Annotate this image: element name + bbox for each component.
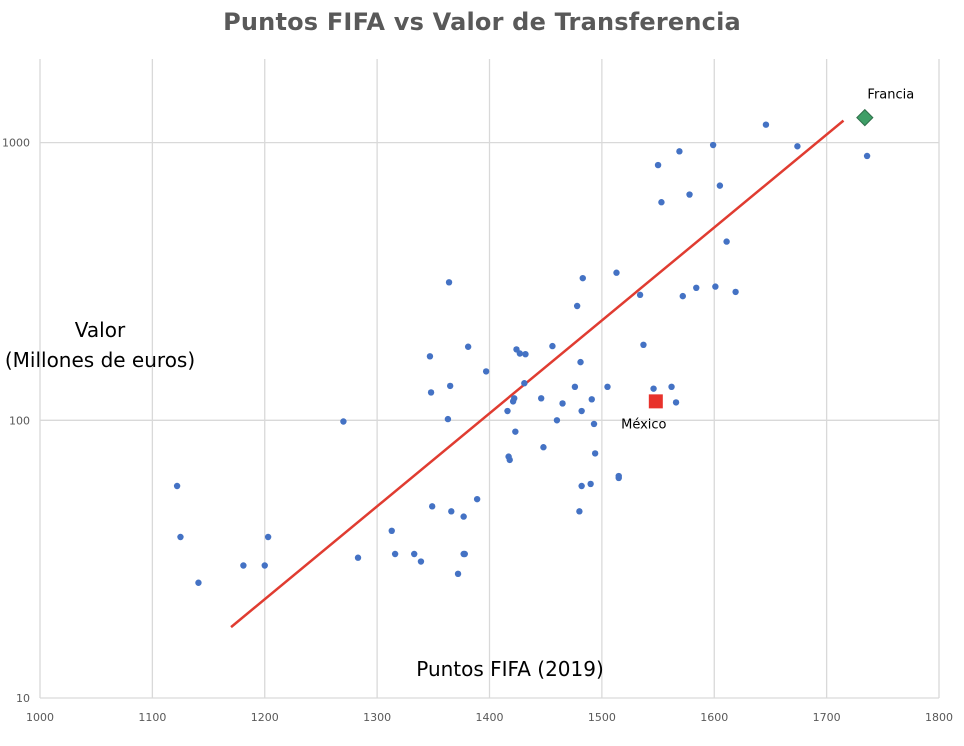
data-point [506, 456, 513, 464]
data-point [444, 415, 452, 423]
data-point [173, 482, 181, 490]
data-point [559, 400, 566, 407]
data-point [388, 527, 395, 535]
y-axis-label-line1: Valor [74, 318, 126, 342]
data-point [240, 562, 247, 569]
highlight-points: Francia México [621, 88, 914, 433]
data-point [426, 353, 434, 360]
y-tick-label: 100 [9, 414, 30, 427]
data-point [578, 482, 585, 490]
highlight-marker-francia [856, 108, 874, 127]
data-point [446, 382, 454, 390]
data-point [354, 554, 362, 561]
data-point [537, 395, 545, 402]
data-point [613, 269, 620, 276]
axis-lines [39, 59, 939, 699]
data-point [732, 288, 739, 296]
data-point [591, 450, 599, 457]
data-point [716, 182, 724, 189]
highlight-label-mexico: México [621, 417, 666, 432]
data-point [482, 368, 490, 375]
data-point [590, 420, 598, 428]
x-tick-label: 1000 [26, 711, 54, 724]
y-tick-labels: 10 100 1000 [2, 137, 30, 705]
data-point [578, 407, 585, 415]
data-point [521, 380, 528, 387]
data-point [417, 558, 425, 565]
data-point [709, 141, 717, 149]
data-point [454, 570, 462, 578]
x-tick-label: 1500 [588, 711, 616, 724]
data-point [516, 350, 524, 357]
data-point [668, 383, 675, 391]
x-tick-label: 1300 [363, 711, 391, 724]
trendline-group [230, 119, 845, 629]
data-point [579, 274, 586, 282]
data-point [587, 480, 594, 488]
x-tick-label: 1700 [813, 711, 841, 724]
x-tick-labels: 1000 1100 1200 1300 1400 1500 1600 1700 1800 [26, 711, 953, 724]
data-point [640, 341, 647, 349]
chart-title: Puntos FIFA vs Valor de Transferencia [223, 8, 741, 36]
y-tick-label: 10 [16, 692, 30, 705]
data-point [794, 143, 801, 150]
x-tick-label: 1400 [476, 711, 504, 724]
data-point [672, 399, 680, 406]
y-axis-label-line2: (Millones de euros) [4, 348, 196, 372]
data-point [573, 302, 581, 310]
data-point [427, 389, 435, 396]
x-tick-label: 1600 [700, 711, 728, 724]
data-point [261, 562, 268, 569]
data-point [636, 291, 644, 299]
data-point [340, 418, 347, 425]
data-point [522, 350, 529, 358]
data-point [428, 503, 436, 510]
data-point [679, 292, 686, 300]
data-point [588, 396, 595, 403]
data-point [473, 495, 481, 503]
data-point [512, 428, 519, 435]
data-point [650, 385, 657, 392]
data-point [604, 383, 611, 391]
data-point [411, 550, 418, 558]
data-point [693, 284, 700, 292]
data-point [540, 444, 547, 451]
data-point [460, 513, 467, 520]
y-tick-label: 1000 [2, 137, 30, 150]
x-tick-label: 1200 [251, 711, 279, 724]
data-point [504, 407, 511, 415]
highlight-marker-mexico [648, 394, 663, 409]
data-point [686, 191, 693, 198]
data-point [553, 417, 561, 424]
data-point [448, 508, 455, 515]
trendline [230, 119, 845, 629]
data-point [762, 121, 770, 128]
data-point [654, 161, 662, 169]
data-point [511, 395, 518, 402]
x-axis-label: Puntos FIFA (2019) [416, 657, 604, 681]
data-point [549, 342, 556, 350]
x-tick-label: 1800 [925, 711, 953, 724]
data-point [464, 343, 472, 350]
highlight-label-francia: Francia [867, 88, 914, 103]
data-points [173, 121, 871, 586]
data-point [195, 579, 202, 586]
data-point [571, 383, 579, 391]
data-point [264, 533, 272, 541]
data-point [577, 358, 584, 366]
data-point [658, 199, 665, 206]
data-point [391, 550, 399, 558]
grid-lines [40, 59, 940, 698]
data-point [676, 148, 683, 155]
data-point [576, 508, 583, 515]
data-point [712, 283, 719, 290]
data-point [863, 152, 871, 160]
x-tick-label: 1100 [138, 711, 166, 724]
data-point [461, 550, 468, 558]
data-point [177, 533, 184, 541]
data-point [615, 474, 622, 482]
data-point [445, 279, 453, 286]
data-point [723, 238, 730, 245]
